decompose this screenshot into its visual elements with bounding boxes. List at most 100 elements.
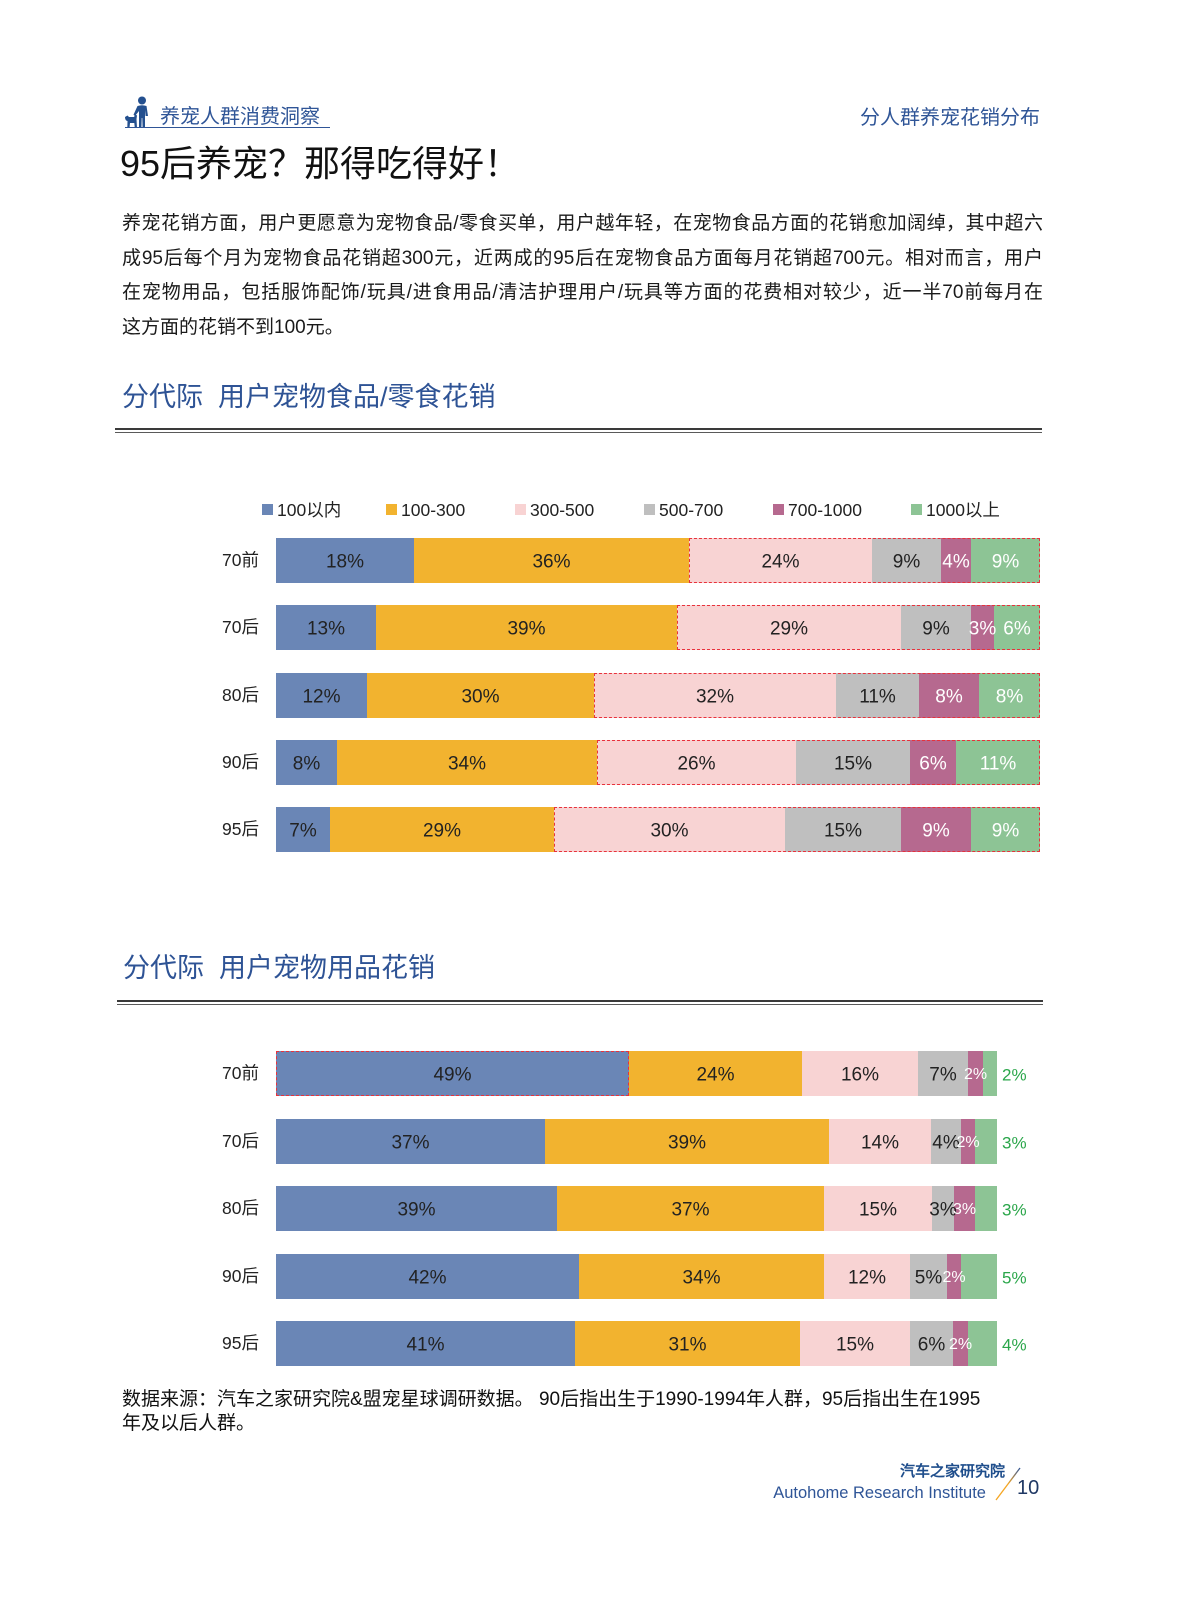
food-bar-segment-r3-s6 xyxy=(979,673,1040,718)
supplies-bar-segment-r3-s5 xyxy=(954,1186,975,1231)
food-bar-segment-r4-s4 xyxy=(796,740,910,785)
supplies-value-label-r3-s2: 37% xyxy=(671,1199,710,1220)
food-bar-segment-r4-s1 xyxy=(276,740,337,785)
legend-swatch xyxy=(386,504,397,515)
food-category-label-2: 70后 xyxy=(222,617,259,637)
supplies-chart-title: 分代际 用户宠物用品花销 xyxy=(123,953,436,983)
intro-paragraph: 养宠花销方面，用户更愿意为宠物食品/零食买单，用户越年轻，在宠物食品方面的花销愈… xyxy=(122,207,1043,346)
food-category-label-3: 80后 xyxy=(222,685,259,705)
food-value-label-r1-s5: 4% xyxy=(942,551,970,572)
food-bar-segment-r1-s2 xyxy=(414,538,689,583)
supplies-bar-segment-r4-s1 xyxy=(276,1254,579,1299)
supplies-value-label-r5-s6: 4% xyxy=(1002,1335,1027,1354)
legend-swatch xyxy=(262,504,273,515)
supplies-bar-segment-r1-s1 xyxy=(276,1051,629,1096)
section-divider xyxy=(117,1004,1043,1005)
intro-line: 养宠花销方面，用户更愿意为宠物食品/零食买单，用户越年轻，在宠物食品方面的花销愈… xyxy=(122,213,1043,234)
food-value-label-r3-s5: 8% xyxy=(935,686,963,707)
food-bar-segment-r1-s1 xyxy=(276,538,414,583)
supplies-bar-segment-r2-s2 xyxy=(545,1119,829,1164)
food-value-label-r3-s4: 11% xyxy=(859,686,896,707)
food-value-label-r2-s1: 13% xyxy=(306,618,346,639)
supplies-value-label-r2-s6: 3% xyxy=(1002,1133,1027,1152)
supplies-bar-segment-r5-s5 xyxy=(953,1321,968,1366)
food-bar-segment-r4-s6 xyxy=(956,740,1040,785)
supplies-bar-segment-r1-s6 xyxy=(983,1051,997,1096)
supplies-value-label-r1-s3: 16% xyxy=(840,1064,880,1085)
food-bar-segment-r5-s1 xyxy=(276,807,330,852)
food-value-label-r3-s1: 12% xyxy=(302,686,341,707)
food-bar-segment-r5-s6 xyxy=(971,807,1040,852)
supplies-value-label-r4-s1: 42% xyxy=(408,1267,447,1288)
food-value-label-r4-s2: 34% xyxy=(447,753,487,774)
food-chart-title: 分代际 用户宠物食品/零食花销 xyxy=(122,382,496,412)
food-bar-segment-r4-s2 xyxy=(337,740,597,785)
food-value-label-r5-s4: 15% xyxy=(823,820,863,841)
food-bar-segment-r2-s4 xyxy=(901,605,971,650)
food-value-label-r1-s1: 18% xyxy=(325,551,365,572)
supplies-bar-segment-r2-s1 xyxy=(276,1119,545,1164)
supplies-bar-segment-r3-s4 xyxy=(932,1186,954,1231)
supplies-value-label-r4-s3: 12% xyxy=(847,1267,887,1288)
intro-line: 在宠物用品，包括服饰配饰/玩具/进食用品/清洁护理用户/玩具等方面的花费相对较少… xyxy=(122,282,1043,304)
supplies-bar-segment-r4-s6 xyxy=(961,1254,997,1299)
header-section-title: 养宠人群消费洞察 xyxy=(160,106,320,128)
supplies-bar-segment-r2-s4 xyxy=(931,1119,961,1164)
food-bar-segment-r1-s3 xyxy=(689,538,872,583)
supplies-bar-segment-r5-s4 xyxy=(910,1321,953,1366)
supplies-bar-segment-r1-s3 xyxy=(802,1051,918,1096)
supplies-value-label-r1-s6: 2% xyxy=(1002,1065,1027,1084)
supplies-bar-segment-r2-s6 xyxy=(975,1119,997,1164)
supplies-bar-segment-r4-s3 xyxy=(824,1254,910,1299)
food-value-label-r4-s6: 11% xyxy=(979,753,1017,774)
supplies-value-label-r2-s1: 37% xyxy=(391,1132,430,1153)
supplies-bar-segment-r3-s3 xyxy=(824,1186,932,1231)
food-bar-segment-r2-s3 xyxy=(677,605,901,650)
supplies-value-label-r5-s1: 41% xyxy=(406,1334,445,1355)
food-value-label-r4-s5: 6% xyxy=(919,753,947,774)
food-bar-segment-r3-s2 xyxy=(367,673,594,718)
food-value-label-r3-s3: 32% xyxy=(695,686,735,707)
section-divider xyxy=(115,432,1042,433)
footer-org-name-cn: 汽车之家研究院 xyxy=(899,1463,1005,1480)
legend-label: 100以内 xyxy=(277,500,342,520)
food-value-label-r4-s3: 26% xyxy=(677,753,716,774)
legend-swatch xyxy=(773,504,784,515)
supplies-category-label-2: 70后 xyxy=(222,1131,259,1151)
food-bar-segment-r2-s1 xyxy=(276,605,376,650)
food-highlight-box-r3 xyxy=(594,673,1040,718)
food-category-label-4: 90后 xyxy=(222,752,259,772)
supplies-bar-segment-r2-s3 xyxy=(829,1119,931,1164)
legend-label: 500-700 xyxy=(659,500,724,520)
supplies-bar-segment-r4-s5 xyxy=(947,1254,961,1299)
supplies-value-label-r4-s2: 34% xyxy=(682,1267,721,1288)
food-category-label-5: 95后 xyxy=(222,819,259,839)
food-value-label-r5-s3: 30% xyxy=(650,820,689,841)
food-value-label-r2-s3: 29% xyxy=(769,618,809,639)
supplies-bar-segment-r5-s6 xyxy=(968,1321,997,1366)
legend-label: 700-1000 xyxy=(788,500,862,520)
food-value-label-r5-s5: 9% xyxy=(922,820,950,841)
supplies-bar-segment-r3-s1 xyxy=(276,1186,557,1231)
supplies-category-label-5: 95后 xyxy=(222,1333,259,1353)
supplies-value-label-r4-s5: 2% xyxy=(942,1268,966,1286)
page-number: 10 xyxy=(1017,1477,1040,1499)
data-source-note: 数据来源：汽车之家研究院&盟宠星球调研数据。 90后指出生于1990-1994年… xyxy=(122,1388,1042,1436)
supplies-value-label-r2-s4: 4% xyxy=(932,1132,960,1153)
supplies-bar-segment-r4-s2 xyxy=(579,1254,824,1299)
food-value-label-r1-s6: 9% xyxy=(991,551,1020,572)
supplies-bar-segment-r1-s2 xyxy=(629,1051,802,1096)
food-bar-segment-r3-s1 xyxy=(276,673,367,718)
supplies-value-label-r1-s5: 2% xyxy=(963,1065,988,1083)
food-bar-segment-r5-s5 xyxy=(901,807,971,852)
supplies-value-label-r3-s3: 15% xyxy=(858,1199,898,1220)
supplies-value-label-r5-s2: 31% xyxy=(668,1334,707,1355)
food-bar-segment-r1-s4 xyxy=(872,538,941,583)
food-value-label-r5-s1: 7% xyxy=(289,820,317,841)
legend-swatch xyxy=(911,504,922,515)
food-value-label-r2-s6: 6% xyxy=(1003,618,1031,639)
food-bar-segment-r3-s5 xyxy=(919,673,979,718)
supplies-category-label-1: 70前 xyxy=(222,1063,259,1083)
supplies-bar-segment-r3-s6 xyxy=(975,1186,997,1231)
supplies-bar-segment-r1-s4 xyxy=(918,1051,968,1096)
